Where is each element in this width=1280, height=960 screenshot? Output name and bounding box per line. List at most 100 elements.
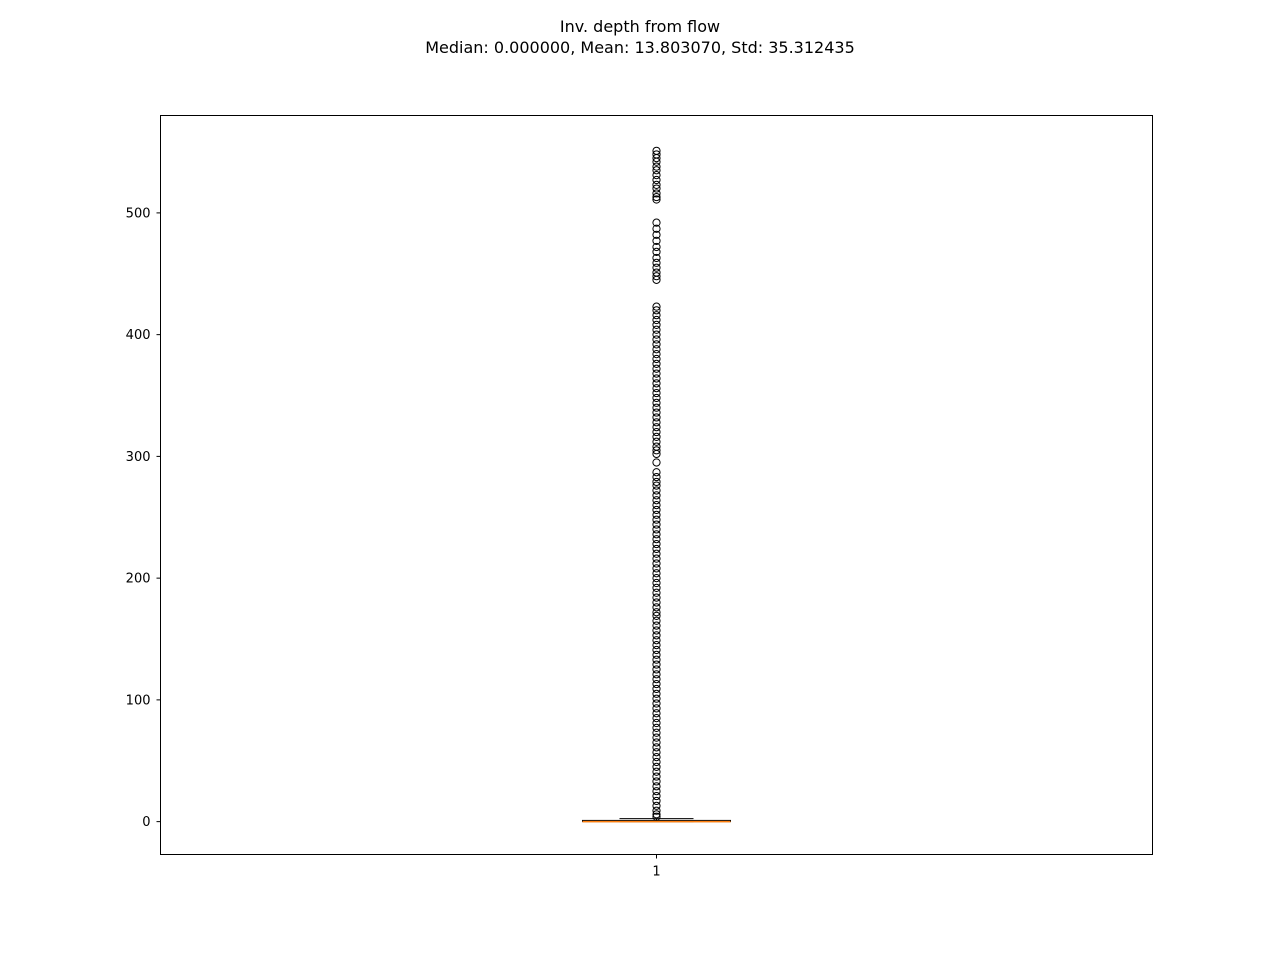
flier-point [652, 258, 661, 267]
flier-point [652, 236, 661, 245]
flier-point [652, 564, 661, 573]
flier-point [652, 621, 661, 630]
flier-point [652, 640, 661, 650]
flier-point [652, 175, 661, 185]
y-tick-label: 100 [126, 693, 151, 708]
flier-point [652, 733, 661, 742]
flier-point [652, 810, 661, 819]
flier-point [652, 709, 661, 718]
flier-point [652, 311, 661, 320]
flier-point [652, 549, 661, 558]
flier-point [652, 325, 661, 334]
flier-point [652, 437, 661, 446]
flier-point [652, 525, 661, 534]
flier-point [652, 670, 661, 679]
flier-point [652, 631, 661, 640]
flier-point [652, 611, 661, 620]
flier-point [652, 743, 661, 752]
flier-point [652, 583, 661, 592]
flier-point [652, 379, 661, 388]
flier-point [652, 626, 661, 635]
y-tick-label: 200 [126, 572, 151, 587]
y-tick-label: 0 [142, 815, 150, 830]
flier-point [652, 723, 661, 732]
flier-point [652, 472, 661, 482]
flier-point [652, 777, 661, 786]
flier-point [652, 408, 661, 417]
flier-point [652, 665, 661, 674]
flier-point [652, 157, 661, 166]
flier-point [652, 166, 661, 175]
flier-point [652, 272, 661, 281]
flier-point [652, 449, 661, 459]
flier-point [652, 302, 661, 311]
x-axis: 1 [652, 854, 661, 880]
flier-point [652, 510, 661, 519]
flier-point [652, 603, 661, 612]
flier-point [652, 263, 661, 272]
flier-point [652, 359, 661, 368]
flier-point [652, 650, 661, 659]
flier-point [652, 477, 661, 487]
flier-point [652, 496, 661, 505]
flier-point [652, 616, 661, 625]
flier-point [652, 218, 661, 227]
flier-point [652, 432, 661, 442]
flier-point [652, 593, 661, 602]
flier-point [652, 393, 661, 403]
flier-point [652, 350, 661, 359]
flier-point [652, 446, 661, 455]
flier-point [652, 491, 661, 500]
flier-point [652, 369, 661, 378]
flier-point [652, 636, 661, 645]
flier-point [652, 423, 661, 432]
flier-point [652, 554, 661, 563]
flier-point [652, 354, 661, 364]
flier-point [652, 782, 661, 791]
y-tick-label: 500 [126, 206, 151, 221]
chart-title-block: Inv. depth from flow Median: 0.000000, M… [0, 16, 1280, 58]
flier-point [652, 195, 661, 204]
flier-point [652, 486, 661, 495]
flier-point [652, 374, 661, 383]
flier-point [652, 427, 661, 437]
flier-point [652, 189, 661, 198]
flier-point [652, 192, 661, 202]
flier-point [652, 184, 661, 193]
flier-point [652, 340, 661, 349]
flier-point [652, 275, 661, 284]
flier-point [652, 655, 661, 664]
flier-point [652, 535, 661, 544]
y-tick-label: 300 [126, 450, 151, 465]
flier-point [652, 748, 661, 757]
flier-point [652, 598, 661, 607]
flier-point [652, 384, 661, 393]
flier-point [652, 544, 661, 554]
flier-point [652, 679, 661, 689]
flier-point [652, 320, 661, 330]
flier-point [652, 675, 661, 684]
chart-title: Inv. depth from flow [559, 17, 721, 36]
flier-point [652, 364, 661, 373]
flier-point [652, 704, 661, 713]
flier-point [652, 468, 661, 477]
flier-point [652, 559, 661, 568]
flier-point [652, 398, 661, 407]
flier-point [652, 753, 661, 762]
flier-point [652, 660, 661, 669]
flier-point [652, 505, 661, 515]
flier-point [652, 714, 661, 723]
flier-point [652, 530, 661, 539]
flier-point [652, 306, 661, 315]
flier-point [652, 180, 661, 189]
chart-subtitle: Median: 0.000000, Mean: 13.803070, Std: … [425, 38, 855, 57]
flier-point [652, 796, 661, 806]
flier-point [652, 762, 661, 771]
flier-point [652, 330, 661, 339]
flier-point [652, 767, 661, 776]
flier-point [652, 574, 661, 583]
y-tick-label: 400 [126, 328, 151, 343]
flier-point [652, 253, 661, 263]
flier-point [652, 458, 661, 467]
flier-point [652, 801, 661, 810]
